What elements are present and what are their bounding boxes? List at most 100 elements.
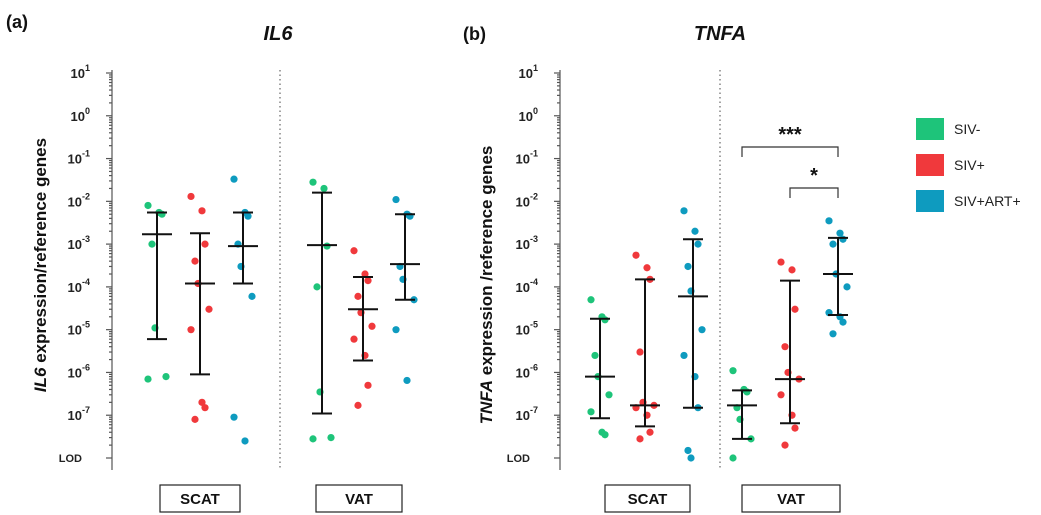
data-point — [643, 264, 651, 272]
significance-bracket — [741, 146, 839, 157]
y-tick-label: 10-5 — [68, 320, 90, 338]
data-point — [591, 351, 599, 360]
y-tick-label: 10-4 — [68, 277, 90, 295]
y-tick-label: 100 — [519, 106, 538, 124]
y-axis-label-italic: TNFA — [477, 380, 496, 424]
y-tick-label: 10-7 — [68, 405, 90, 423]
group-box-vat — [315, 484, 403, 513]
y-tick-exponent: -1 — [82, 149, 90, 159]
series-siv--scat — [630, 251, 660, 443]
y-tick-exponent: -4 — [530, 277, 538, 287]
series-siv--scat — [585, 296, 615, 439]
y-axis-label-italic: IL6 — [31, 367, 50, 392]
y-tick-exponent: -5 — [530, 320, 538, 330]
y-tick-label: 100 — [71, 106, 90, 124]
data-point — [777, 258, 785, 266]
series-siv--vat — [348, 247, 378, 409]
y-tick-exponent: -6 — [82, 362, 90, 372]
group-label-scat: SCAT — [180, 491, 220, 508]
legend-label: SIV+ART+ — [954, 193, 1021, 209]
data-point — [791, 305, 799, 313]
data-point — [839, 235, 847, 243]
lod-label: LOD — [507, 453, 530, 465]
data-point — [684, 262, 692, 271]
data-point — [354, 292, 362, 300]
data-point — [836, 229, 844, 237]
y-tick-exponent: -6 — [530, 362, 538, 372]
data-point — [191, 415, 199, 423]
legend-swatch — [916, 190, 944, 212]
y-tick-exponent: -2 — [82, 191, 90, 201]
y-tick-label: 10-5 — [516, 320, 538, 338]
data-point — [162, 372, 170, 381]
chart-title: IL6 — [264, 23, 294, 45]
series-siv--scat — [185, 192, 215, 423]
y-tick-label: 10-3 — [516, 234, 538, 252]
series-siv--vat — [727, 367, 757, 462]
y-tick-exponent: -3 — [82, 234, 90, 244]
data-point — [829, 330, 837, 338]
data-point — [327, 433, 335, 442]
legend-swatch — [916, 154, 944, 176]
data-point — [829, 240, 837, 248]
data-point — [309, 435, 317, 443]
data-point — [198, 398, 206, 406]
group-label-scat: SCAT — [628, 491, 668, 508]
y-tick-exponent: 1 — [85, 63, 90, 73]
data-point — [691, 227, 699, 235]
data-point — [201, 240, 209, 248]
data-point — [729, 454, 737, 462]
data-point — [777, 391, 785, 399]
group-box-vat — [741, 484, 841, 513]
data-point — [684, 446, 692, 455]
y-tick-exponent: 0 — [85, 106, 90, 116]
data-point — [392, 326, 400, 334]
y-tick-exponent: -5 — [82, 320, 90, 330]
y-axis-label-rest: expression /reference genes — [477, 146, 496, 380]
group-label-vat: VAT — [345, 491, 373, 508]
data-point — [148, 240, 156, 248]
y-tick-exponent: -7 — [530, 405, 538, 415]
data-point — [198, 207, 206, 215]
data-point — [241, 437, 249, 445]
data-point — [601, 316, 609, 324]
data-point — [191, 257, 199, 265]
series-siv--scat — [142, 201, 172, 383]
data-point — [694, 240, 702, 248]
y-tick-exponent: -7 — [82, 405, 90, 415]
data-point — [687, 454, 695, 462]
y-axis-label-rest: expression/reference genes — [31, 138, 50, 368]
data-point — [392, 195, 400, 204]
legend-label: SIV- — [954, 121, 981, 137]
data-point — [144, 375, 152, 383]
group-box-scat — [604, 484, 691, 513]
data-point — [364, 277, 372, 285]
y-tick-exponent: -1 — [530, 149, 538, 159]
data-point — [825, 217, 833, 225]
data-point — [843, 283, 851, 291]
legend-swatch — [916, 118, 944, 140]
data-point — [368, 322, 376, 330]
data-point — [636, 435, 644, 443]
data-point — [313, 283, 321, 291]
series-siv--vat — [307, 178, 337, 443]
data-point — [632, 251, 640, 259]
y-tick-exponent: -4 — [82, 277, 90, 287]
data-point — [605, 391, 613, 399]
significance-label: * — [810, 165, 818, 187]
y-tick-label: 10-4 — [516, 277, 538, 295]
y-tick-label: 10-1 — [516, 149, 538, 167]
y-tick-label: 10-7 — [516, 405, 538, 423]
series-siv-art--scat — [678, 207, 708, 462]
panel-label: (b) — [463, 24, 486, 44]
data-point — [201, 404, 209, 412]
data-point — [636, 348, 644, 356]
panel-label: (a) — [6, 12, 28, 32]
lod-label: LOD — [59, 453, 82, 465]
y-axis-label: IL6 expression/reference genes — [31, 138, 50, 392]
legend: SIV- SIV+ SIV+ART+ — [916, 118, 1021, 212]
y-tick-label: 10-3 — [68, 234, 90, 252]
